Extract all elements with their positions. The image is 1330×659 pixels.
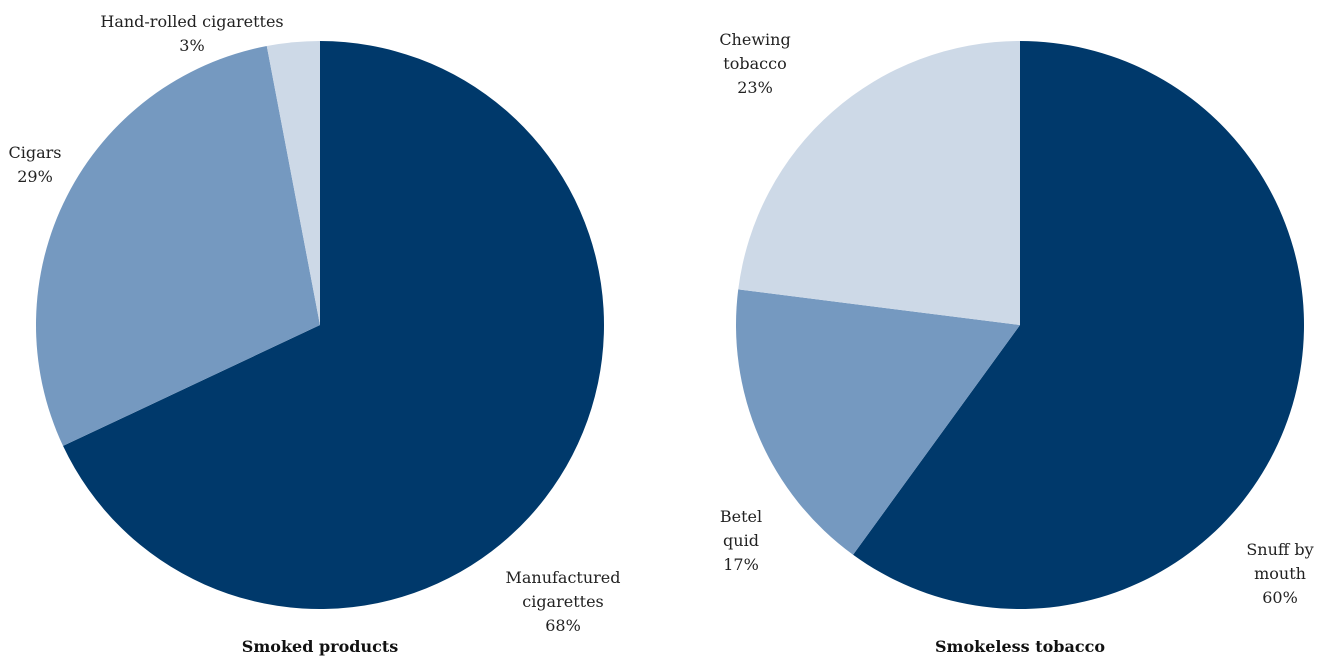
label-chewing-tobacco: Chewing tobacco 23% [719,30,790,97]
label-line: Hand-rolled cigarettes [100,12,283,31]
value-label: 68% [545,616,581,635]
label-line: Snuff by [1246,540,1313,559]
label-line: tobacco [723,54,786,73]
label-line: Chewing [719,30,790,49]
label-line: cigarettes [522,592,604,611]
smokeless-tobacco-title: Smokeless tobacco [935,637,1105,656]
label-line: quid [723,531,759,550]
value-label: 23% [737,78,773,97]
value-label: 17% [723,555,759,574]
label-line: Betel [720,507,762,526]
label-line: Cigars [9,143,62,162]
label-line: Manufactured [505,568,620,587]
label-hand-rolled-cigarettes: Hand-rolled cigarettes 3% [100,12,283,55]
slice-manufactured-cigarettes [63,41,605,609]
slice-snuff-by-mouth [853,41,1305,609]
value-label: 3% [179,36,204,55]
label-snuff-by-mouth: Snuff by mouth 60% [1246,540,1313,607]
label-betel-quid: Betel quid 17% [720,507,762,574]
slice-betel-quid [736,289,1020,555]
slice-cigars [36,46,320,446]
label-cigars: Cigars 29% [9,143,62,186]
label-line: mouth [1254,564,1306,583]
slice-hand-rolled-cigarettes [266,41,320,325]
value-label: 29% [17,167,53,186]
smokeless-tobacco-pie: Snuff by mouth 60% Betel quid 17% Chewing tobac… [719,30,1314,609]
smoked-products-pie: Manufactured cigarettes 68% Cigars 29% Hand-r… [9,12,621,635]
smoked-products-title: Smoked products [242,637,398,656]
label-manufactured-cigarettes: Manufactured cigarettes 68% [505,568,620,635]
slice-chewing-tobacco [738,41,1020,325]
value-label: 60% [1262,588,1298,607]
